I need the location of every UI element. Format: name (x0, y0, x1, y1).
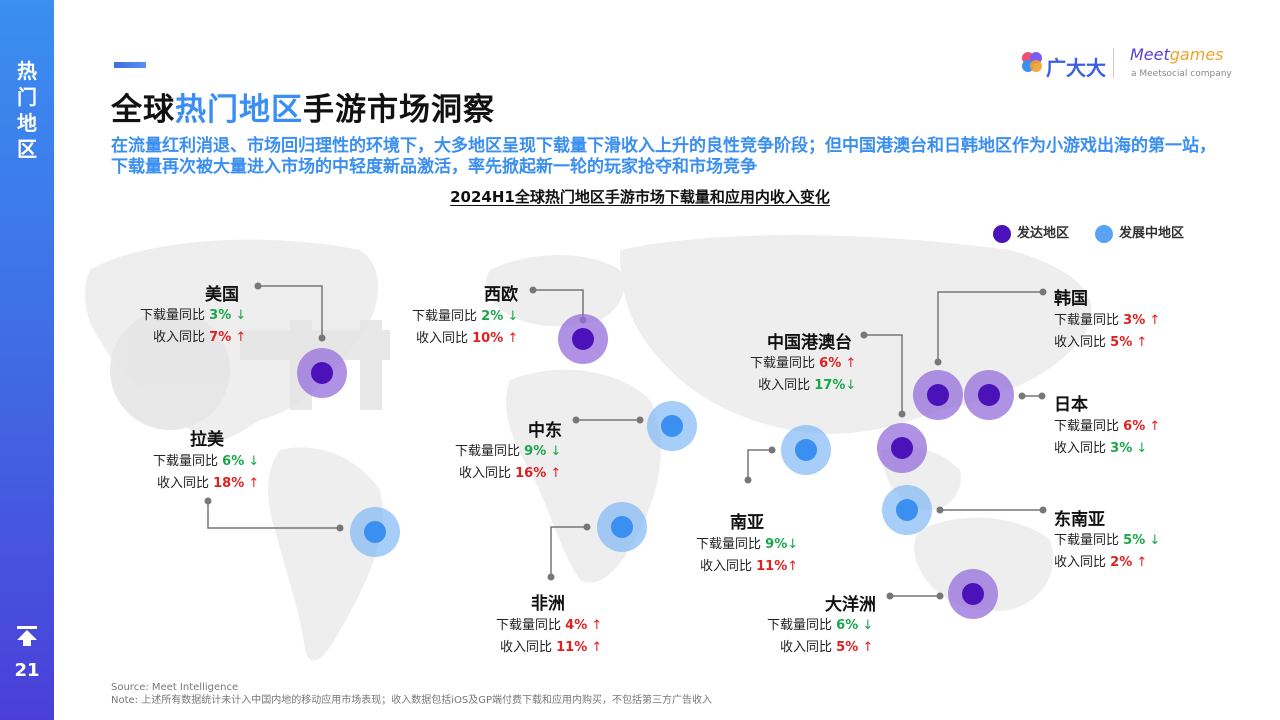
footer-notes: Source: Meet Intelligence Note: 上述所有数据统计… (111, 681, 712, 707)
region-latin-america-name: 拉美 (190, 430, 224, 450)
source-text: Source: Meet Intelligence (111, 682, 239, 693)
marker-hk-macau-taiwan[interactable] (877, 423, 927, 473)
marker-africa-core (611, 516, 633, 538)
legend-developing-dot (1095, 224, 1113, 243)
marker-oceania[interactable] (948, 569, 998, 619)
region-west-europe-name: 西欧 (484, 285, 518, 305)
marker-middle-east-core (661, 415, 683, 437)
marker-usa[interactable] (297, 348, 347, 398)
region-oceania-stats: 下载量同比 6% ↓ 收入同比 5% ↑ (767, 618, 874, 655)
marker-japan-core (978, 384, 1000, 406)
marker-south-asia[interactable] (781, 425, 831, 475)
region-south-asia-name: 南亚 (730, 513, 764, 533)
marker-japan[interactable] (964, 370, 1014, 420)
logo-subtext: a Meetsocial company (1131, 69, 1232, 79)
region-usa-stats: 下载量同比 3% ↓ 收入同比 7% ↑ (140, 308, 247, 345)
region-japan-stats: 下载量同比 6% ↑ 收入同比 3% ↓ (1054, 419, 1161, 456)
region-west-europe-stats: 下载量同比 2% ↓ 收入同比 10% ↑ (412, 309, 519, 346)
logo-text: 广大大 (1046, 56, 1106, 80)
region-usa-name: 美国 (205, 285, 239, 305)
title-accent-bar (114, 62, 146, 68)
marker-usa-core (311, 362, 333, 384)
legend-developing: 发展中地区 (1095, 222, 1184, 243)
marker-west-europe-core (572, 328, 594, 350)
legend-developed: 发达地区 (993, 222, 1069, 243)
marker-south-asia-core (795, 439, 817, 461)
marker-korea-core (927, 384, 949, 406)
marker-southeast-asia-core (896, 499, 918, 521)
region-middle-east-name: 中东 (528, 421, 562, 441)
logo-divider (1113, 48, 1114, 78)
guangdada-logo-icon (1022, 52, 1042, 72)
region-africa-stats: 下载量同比 4% ↑ 收入同比 11% ↑ (496, 618, 603, 655)
meetgames-logo: Meetgames (1130, 45, 1224, 64)
marker-africa[interactable] (597, 502, 647, 552)
region-hk-macau-taiwan-stats: 下载量同比 6% ↑ 收入同比 17%↓ (750, 356, 857, 393)
region-middle-east-stats: 下载量同比 9% ↓ 收入同比 16% ↑ (455, 444, 562, 481)
region-oceania-name: 大洋洲 (825, 595, 876, 615)
marker-latin-america-core (364, 521, 386, 543)
region-southeast-asia-stats: 下载量同比 5% ↓ 收入同比 2% ↑ (1054, 533, 1161, 570)
back-to-top-icon[interactable] (15, 624, 39, 648)
region-africa-name: 非洲 (531, 594, 565, 614)
marker-middle-east[interactable] (647, 401, 697, 451)
sidebar: 热 门 地 区 21 (0, 0, 54, 720)
marker-korea[interactable] (913, 370, 963, 420)
region-southeast-asia-name: 东南亚 (1054, 510, 1105, 530)
page-subtitle: 在流量红利消退、市场回归理性的环境下，大多地区呈现下载量下滑收入上升的良性竞争阶… (111, 136, 1216, 177)
marker-west-europe[interactable] (558, 314, 608, 364)
region-latin-america-stats: 下载量同比 6% ↓ 收入同比 18% ↑ (153, 454, 260, 491)
marker-latin-america[interactable] (350, 507, 400, 557)
region-south-asia-stats: 下载量同比 9%↓ 收入同比 11%↑ (696, 537, 799, 574)
note-text: Note: 上述所有数据统计未计入中国内地的移动应用市场表现；收入数据包括iOS… (111, 695, 712, 706)
page-title: 全球热门地区手游市场洞察 (111, 92, 495, 128)
chart-title: 2024H1全球热门地区手游市场下载量和应用内收入变化 (450, 188, 830, 206)
legend-developed-dot (993, 224, 1011, 243)
region-korea-name: 韩国 (1054, 289, 1088, 309)
marker-oceania-core (962, 583, 984, 605)
marker-southeast-asia[interactable] (882, 485, 932, 535)
section-title: 热 门 地 区 (17, 59, 37, 161)
page-number: 21 (14, 660, 40, 681)
region-hk-macau-taiwan-name: 中国港澳台 (767, 333, 852, 353)
region-korea-stats: 下载量同比 3% ↑ 收入同比 5% ↑ (1054, 313, 1161, 350)
marker-hk-macau-taiwan-core (891, 437, 913, 459)
region-japan-name: 日本 (1054, 395, 1088, 415)
